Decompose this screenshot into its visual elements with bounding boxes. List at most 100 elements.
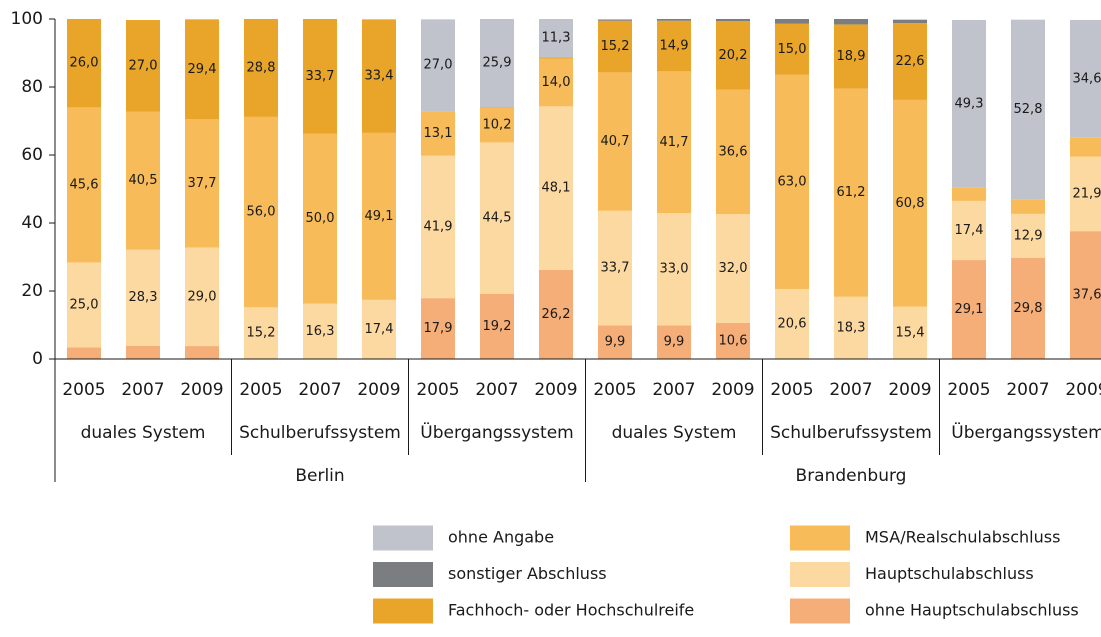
bar-segment	[598, 72, 632, 211]
value-label: 40,5	[129, 173, 158, 188]
value-label: 29,0	[188, 289, 217, 304]
bar-segment	[67, 347, 101, 359]
value-label: 34,6	[1073, 71, 1101, 86]
bar-segment	[598, 325, 632, 359]
y-tick-label: 40	[21, 213, 43, 233]
value-label: 61,2	[837, 185, 866, 200]
value-label: 19,2	[483, 319, 512, 334]
x-tick-label: 2007	[298, 380, 341, 400]
value-label: 33,7	[601, 261, 630, 276]
bar-segment	[598, 19, 632, 20]
legend-label: MSA/Realschulabschluss	[865, 528, 1060, 547]
value-label: 50,0	[306, 211, 335, 226]
value-label: 52,8	[1014, 102, 1043, 117]
value-label: 11,3	[542, 31, 571, 46]
bar-segment	[303, 303, 337, 359]
bar-segment	[480, 293, 514, 359]
x-tick-label: 2005	[947, 380, 990, 400]
bar-segment	[657, 213, 691, 326]
bar-segment	[598, 210, 632, 326]
x-tick-label: 2007	[475, 380, 518, 400]
bar-segment	[126, 345, 160, 359]
bar-segment	[303, 19, 337, 134]
x-tick-label: 2005	[416, 380, 459, 400]
bar-segment	[1070, 231, 1101, 359]
value-label: 40,7	[601, 134, 630, 149]
value-label: 44,5	[483, 211, 512, 226]
y-tick-label: 0	[32, 349, 43, 369]
bar-segment	[362, 299, 396, 359]
bar-segment	[480, 107, 514, 143]
legend-label: Hauptschulabschluss	[865, 564, 1034, 583]
bar-segment	[1011, 19, 1045, 200]
bar-segment	[716, 322, 750, 359]
bar-segment	[480, 19, 514, 108]
bar-segment	[834, 24, 868, 89]
value-label: 28,8	[247, 60, 276, 75]
bar-segment	[598, 19, 632, 21]
value-label: 15,4	[896, 325, 925, 340]
value-label: 15,2	[601, 39, 630, 54]
value-label: 10,2	[483, 118, 512, 133]
bar-segment	[303, 133, 337, 304]
value-label: 33,0	[660, 262, 689, 277]
value-label: 25,9	[483, 56, 512, 71]
x-tick-label: 2009	[711, 380, 754, 400]
group-label: Übergangssystem	[420, 421, 573, 443]
bar-segment	[244, 116, 278, 308]
bar-segment	[539, 19, 573, 58]
value-label: 27,0	[129, 58, 158, 73]
value-label: 29,1	[955, 302, 984, 317]
bar-segment	[834, 296, 868, 359]
x-tick-label: 2005	[770, 380, 813, 400]
bar-segment	[893, 19, 927, 24]
bar-segment	[126, 249, 160, 346]
legend-label: Fachhoch- oder Hochschulreife	[448, 601, 694, 620]
value-label: 41,9	[424, 219, 453, 234]
value-label: 14,9	[660, 39, 689, 54]
value-label: 37,7	[188, 176, 217, 191]
bar-segment	[1011, 199, 1045, 214]
value-label: 37,6	[1073, 288, 1101, 303]
bar-segment	[539, 269, 573, 359]
bar-segment	[1011, 213, 1045, 258]
legend-label: ohne Hauptschulabschluss	[865, 601, 1079, 620]
bar-segment	[657, 325, 691, 359]
value-label: 13,1	[424, 126, 453, 141]
value-label: 48,1	[542, 181, 571, 196]
x-tick-label: 2007	[1006, 380, 1049, 400]
bar-segment	[67, 262, 101, 348]
value-label: 32,0	[719, 261, 748, 276]
bar-segment	[480, 142, 514, 294]
value-label: 36,6	[719, 144, 748, 159]
x-tick-label: 2009	[357, 380, 400, 400]
bar-segment	[952, 260, 986, 359]
value-label: 21,9	[1073, 186, 1101, 201]
bar-segment	[657, 20, 691, 72]
x-tick-label: 2009	[888, 380, 931, 400]
region-label: Berlin	[295, 466, 344, 486]
bar-segment	[539, 57, 573, 59]
value-label: 56,0	[247, 205, 276, 220]
value-label: 18,3	[837, 320, 866, 335]
bar-segment	[893, 306, 927, 359]
bar-segment	[185, 247, 219, 347]
bar-segment	[716, 21, 750, 90]
bar-segment	[185, 119, 219, 248]
value-label: 49,1	[365, 209, 394, 224]
value-label: 16,3	[306, 324, 335, 339]
bar-segment	[775, 19, 809, 24]
value-label: 10,6	[719, 333, 748, 348]
value-label: 9,9	[664, 335, 685, 350]
y-tick-label: 60	[21, 145, 43, 165]
bar-segment	[244, 307, 278, 359]
bar-segment	[185, 19, 219, 120]
legend-label: ohne Angabe	[448, 528, 554, 547]
bar-segment	[834, 19, 868, 25]
bar-segment	[893, 99, 927, 307]
group-label: Übergangssystem	[951, 421, 1101, 443]
bar-segment	[775, 74, 809, 289]
value-label: 22,6	[896, 54, 925, 69]
value-label: 29,4	[188, 62, 217, 77]
bar-segment	[67, 107, 101, 263]
